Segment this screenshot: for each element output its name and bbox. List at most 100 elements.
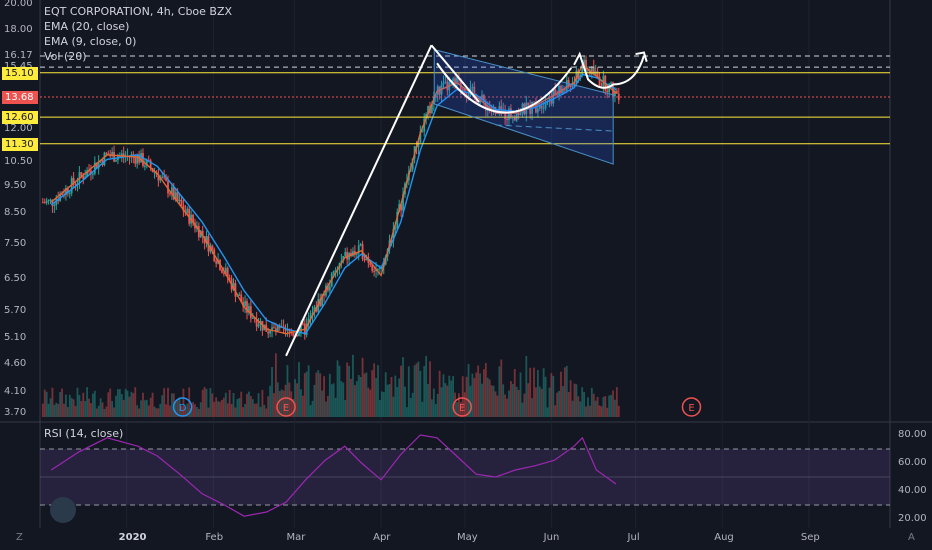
candle-body <box>276 326 279 332</box>
auto-scale-button[interactable]: A <box>908 532 915 543</box>
volume-bar <box>248 391 250 417</box>
volume-bar <box>575 384 578 417</box>
volume-bar <box>105 406 108 417</box>
timezone-corner[interactable]: Z <box>16 532 23 543</box>
volume-bar <box>508 390 510 417</box>
candle-body <box>427 106 429 115</box>
volume-bar <box>286 365 289 417</box>
volume-bar <box>346 362 349 417</box>
candle-body <box>519 113 522 115</box>
event-marker[interactable] <box>452 397 472 417</box>
candle-body <box>554 89 557 95</box>
candle-body <box>602 75 605 86</box>
event-marker[interactable] <box>172 397 193 417</box>
volume-bar <box>382 392 385 417</box>
volume-bar <box>531 398 533 417</box>
candle-body <box>496 109 499 112</box>
volume-bar <box>290 391 293 417</box>
volume-bar <box>558 390 560 417</box>
volume-bar <box>124 388 127 417</box>
volume-bar <box>596 396 599 417</box>
candle-body <box>513 116 516 121</box>
candle-body <box>205 236 208 244</box>
candle-body <box>565 80 568 91</box>
candle-body <box>363 258 366 261</box>
candle-body <box>411 158 414 170</box>
volume-bar <box>174 401 177 417</box>
volume-bar <box>587 397 589 417</box>
candle-body <box>51 199 54 206</box>
price-tick-label: 13.68 <box>2 90 38 104</box>
candle-body <box>556 94 559 96</box>
candle-body <box>342 256 345 261</box>
candle-body <box>467 95 470 97</box>
candle-body <box>301 323 304 325</box>
price-tick-label: 12.60 <box>2 111 38 125</box>
volume-bar <box>278 391 281 417</box>
volume-bar <box>342 382 345 417</box>
volume-bar <box>311 400 314 417</box>
volume-bar <box>325 401 327 417</box>
volume-bar <box>244 403 246 417</box>
volume-bar <box>269 385 272 417</box>
candle-body <box>113 152 115 162</box>
volume-bar <box>47 403 50 417</box>
volume-bar <box>540 388 543 417</box>
volume-bar <box>276 382 279 417</box>
handle-drawing <box>573 51 614 89</box>
volume-bar <box>307 365 310 417</box>
volume-bar <box>548 387 551 417</box>
volume-bar <box>496 395 499 417</box>
indicator-volume[interactable]: Vol (20) <box>44 50 87 63</box>
volume-bar <box>182 388 185 417</box>
volume-bar <box>483 369 485 417</box>
volume-bar <box>454 392 456 417</box>
volume-bar <box>238 398 241 417</box>
candle-body <box>583 59 586 67</box>
volume-bar <box>400 365 403 417</box>
volume-bar <box>600 406 603 417</box>
candle-body <box>165 177 167 181</box>
candle-body <box>271 327 273 331</box>
volume-bar <box>386 384 389 417</box>
volume-bar <box>536 369 539 417</box>
candle-body <box>446 81 449 91</box>
volume-bar <box>484 363 487 417</box>
candle-body <box>65 187 67 195</box>
tradingview-logo[interactable] <box>50 497 76 523</box>
volume-bar <box>590 387 593 417</box>
volume-bar <box>490 385 493 417</box>
candle-body <box>558 86 560 95</box>
candle-body <box>278 326 281 328</box>
candle-body <box>417 142 420 148</box>
rsi-legend[interactable]: RSI (14, close) <box>44 427 124 440</box>
indicator-ema9[interactable]: EMA (9, close, 0) <box>44 35 137 48</box>
volume-bar <box>282 390 285 417</box>
volume-bar <box>405 407 408 417</box>
candle-body <box>573 82 576 84</box>
price-tick-label: 4.60 <box>4 357 27 369</box>
volume-bar <box>502 384 505 417</box>
candle-body <box>527 102 530 106</box>
price-tick-label: 9.50 <box>4 180 27 192</box>
volume-bar <box>380 391 383 417</box>
volume-bar <box>556 392 559 417</box>
candle-body <box>615 90 618 94</box>
event-marker[interactable] <box>276 397 296 417</box>
indicator-ema20[interactable]: EMA (20, close) <box>44 20 130 33</box>
candle-body <box>483 95 485 102</box>
volume-bar <box>273 393 275 417</box>
candle-body <box>328 286 331 291</box>
volume-bar <box>577 396 580 417</box>
candle-body <box>542 107 545 109</box>
price-tick-label: 6.50 <box>4 273 27 285</box>
candle-body <box>590 66 593 75</box>
volume-bar <box>475 372 478 417</box>
candle-body <box>569 86 572 88</box>
volume-bar <box>111 401 114 417</box>
event-marker[interactable] <box>681 397 702 417</box>
candle-body <box>45 200 48 204</box>
candle-body <box>529 105 532 114</box>
candle-body <box>610 82 612 84</box>
